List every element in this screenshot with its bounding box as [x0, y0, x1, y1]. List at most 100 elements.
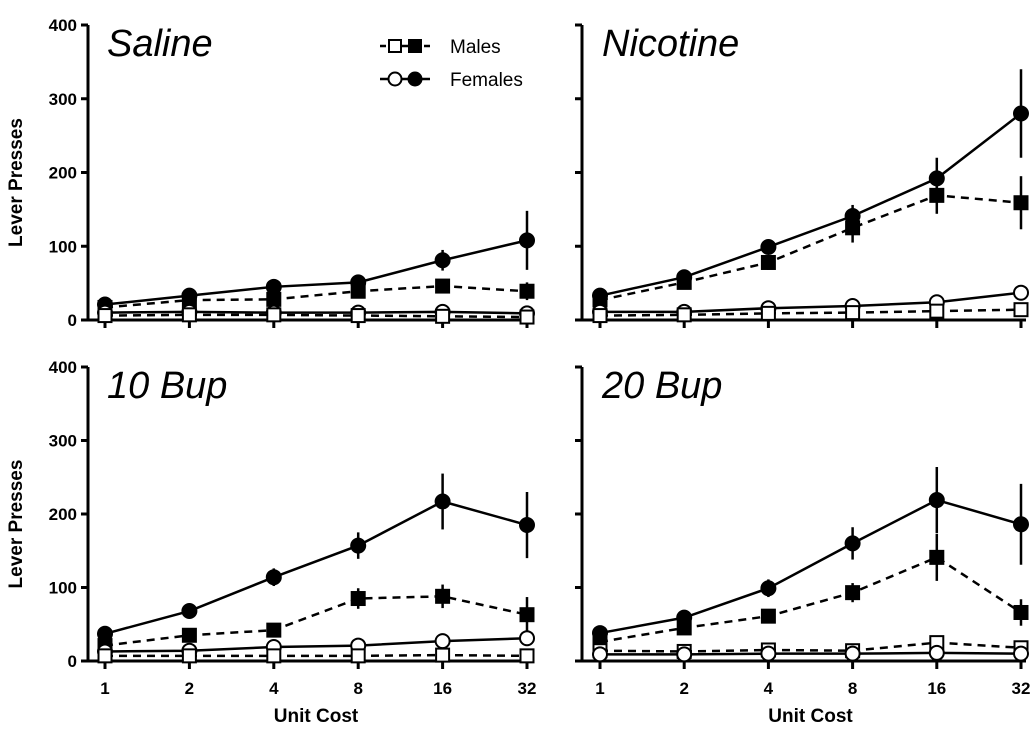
panel-title: Nicotine: [602, 23, 739, 65]
series-line: [600, 651, 1022, 656]
series-line: [600, 291, 1022, 314]
legend-females-filled-circle: [407, 71, 423, 87]
series-line: [104, 500, 528, 636]
data-point: [1013, 516, 1029, 533]
data-point: [435, 308, 451, 324]
data-point: [928, 492, 945, 509]
panel-20-bup: 1 2 4 8 16 32 Unit Cost 20 Bup: [575, 365, 1030, 727]
x-tick-label: 32: [1012, 679, 1031, 698]
series-females-open-circle: [97, 630, 535, 660]
data-point: [435, 647, 451, 663]
data-point: [350, 283, 366, 299]
panel-saline: 0 100 200 300 400 Lever Presses Saline: [6, 16, 535, 330]
data-point: [1013, 645, 1029, 662]
x-tick-label: 8: [848, 679, 857, 698]
series-males-filled-square: [97, 278, 535, 315]
data-point: [266, 291, 282, 307]
data-point: [350, 648, 366, 664]
series-line: [599, 308, 1022, 317]
data-point: [676, 307, 692, 323]
data-point: [181, 307, 197, 323]
data-point: [181, 648, 197, 664]
data-point: [929, 187, 945, 203]
data-point: [760, 580, 777, 597]
data-point: [676, 646, 693, 663]
panel-nicotine: Nicotine: [575, 23, 1029, 328]
series-females-filled-circle: [592, 466, 1029, 642]
series-males-open-square: [592, 302, 1029, 324]
x-tick-label: 1: [595, 679, 604, 698]
x-tick-label: 16: [433, 679, 452, 698]
data-point: [519, 517, 535, 534]
series-line: [105, 653, 528, 658]
series-line: [599, 194, 1022, 302]
legend-females-open-circle: [387, 71, 403, 87]
y-tick-label: 200: [49, 164, 77, 183]
x-tick-label: 2: [185, 679, 194, 698]
data-point: [266, 648, 282, 664]
y-tick-label: 0: [68, 652, 77, 671]
data-point: [1013, 604, 1029, 620]
series-males-filled-square: [592, 176, 1029, 308]
x-axis-title: Unit Cost: [274, 706, 359, 727]
series-line: [599, 498, 1022, 635]
series-line: [599, 641, 1022, 653]
y-tick-label: 300: [49, 90, 77, 109]
data-point: [265, 278, 282, 295]
series-line: [104, 310, 528, 315]
data-point: [435, 588, 451, 604]
series-males-filled-square: [97, 584, 535, 654]
y-tick-label: 100: [49, 237, 77, 256]
legend-females-label: Females: [450, 70, 523, 91]
legend-males-filled-square: [408, 39, 422, 53]
y-tick-label: 200: [49, 505, 77, 524]
series-line: [599, 112, 1022, 297]
data-point: [1013, 302, 1029, 318]
x-tick-label: 8: [353, 679, 362, 698]
panel-title: 20 Bup: [601, 365, 722, 407]
series-line: [599, 555, 1022, 644]
series-males-filled-square: [592, 533, 1029, 650]
panel-title: Saline: [107, 23, 213, 65]
y-tick-label: 400: [49, 358, 77, 377]
data-point: [592, 646, 608, 663]
data-point: [181, 627, 197, 643]
data-point: [434, 252, 451, 269]
legend-males-open-square: [388, 39, 402, 53]
data-point: [266, 622, 282, 638]
data-point: [1013, 195, 1029, 211]
y-axis-title: Lever Presses: [6, 118, 27, 247]
data-point: [845, 220, 861, 236]
data-point: [265, 569, 282, 586]
series-line: [104, 313, 528, 319]
series-line: [104, 636, 528, 653]
series-line: [104, 284, 528, 309]
data-point: [929, 303, 945, 319]
panel-title: 10 Bup: [107, 365, 227, 407]
data-point: [1013, 105, 1029, 122]
data-point: [97, 308, 113, 324]
x-tick-label: 1: [100, 679, 109, 698]
data-point: [676, 274, 692, 290]
x-tick-label: 2: [679, 679, 688, 698]
data-point: [844, 645, 861, 662]
series-line: [104, 239, 528, 306]
data-point: [929, 549, 945, 565]
x-axis-title: Unit Cost: [768, 706, 853, 727]
data-point: [760, 238, 777, 255]
series-males-open-square: [97, 647, 535, 664]
data-point: [760, 645, 777, 662]
data-point: [519, 630, 535, 647]
series-males-open-square: [97, 307, 535, 325]
x-tick-label: 4: [269, 679, 279, 698]
legend-males-label: Males: [450, 37, 501, 58]
y-tick-label: 100: [49, 579, 77, 598]
data-point: [844, 535, 861, 552]
data-point: [350, 308, 366, 324]
data-point: [266, 307, 282, 323]
data-point: [760, 305, 776, 321]
y-tick-label: 0: [68, 311, 77, 330]
y-tick-label: 400: [49, 16, 77, 35]
data-point: [592, 308, 608, 324]
